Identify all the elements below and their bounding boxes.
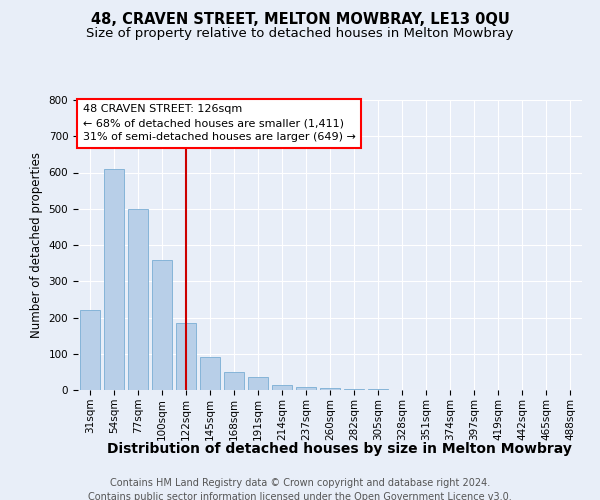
Bar xyxy=(176,323,196,390)
Bar xyxy=(104,169,124,390)
Text: Distribution of detached houses by size in Melton Mowbray: Distribution of detached houses by size … xyxy=(107,442,571,456)
Bar xyxy=(152,260,172,390)
Text: 48 CRAVEN STREET: 126sqm
← 68% of detached houses are smaller (1,411)
31% of sem: 48 CRAVEN STREET: 126sqm ← 68% of detach… xyxy=(83,104,356,142)
Text: Size of property relative to detached houses in Melton Mowbray: Size of property relative to detached ho… xyxy=(86,28,514,40)
Bar xyxy=(296,387,316,390)
Bar xyxy=(200,358,220,390)
Bar xyxy=(344,389,364,390)
Bar xyxy=(320,388,340,390)
Bar xyxy=(224,372,244,390)
Bar xyxy=(248,378,268,390)
Y-axis label: Number of detached properties: Number of detached properties xyxy=(30,152,43,338)
Bar xyxy=(80,310,100,390)
Bar xyxy=(272,384,292,390)
Text: 48, CRAVEN STREET, MELTON MOWBRAY, LE13 0QU: 48, CRAVEN STREET, MELTON MOWBRAY, LE13 … xyxy=(91,12,509,28)
Bar xyxy=(128,209,148,390)
Text: Contains HM Land Registry data © Crown copyright and database right 2024.
Contai: Contains HM Land Registry data © Crown c… xyxy=(88,478,512,500)
